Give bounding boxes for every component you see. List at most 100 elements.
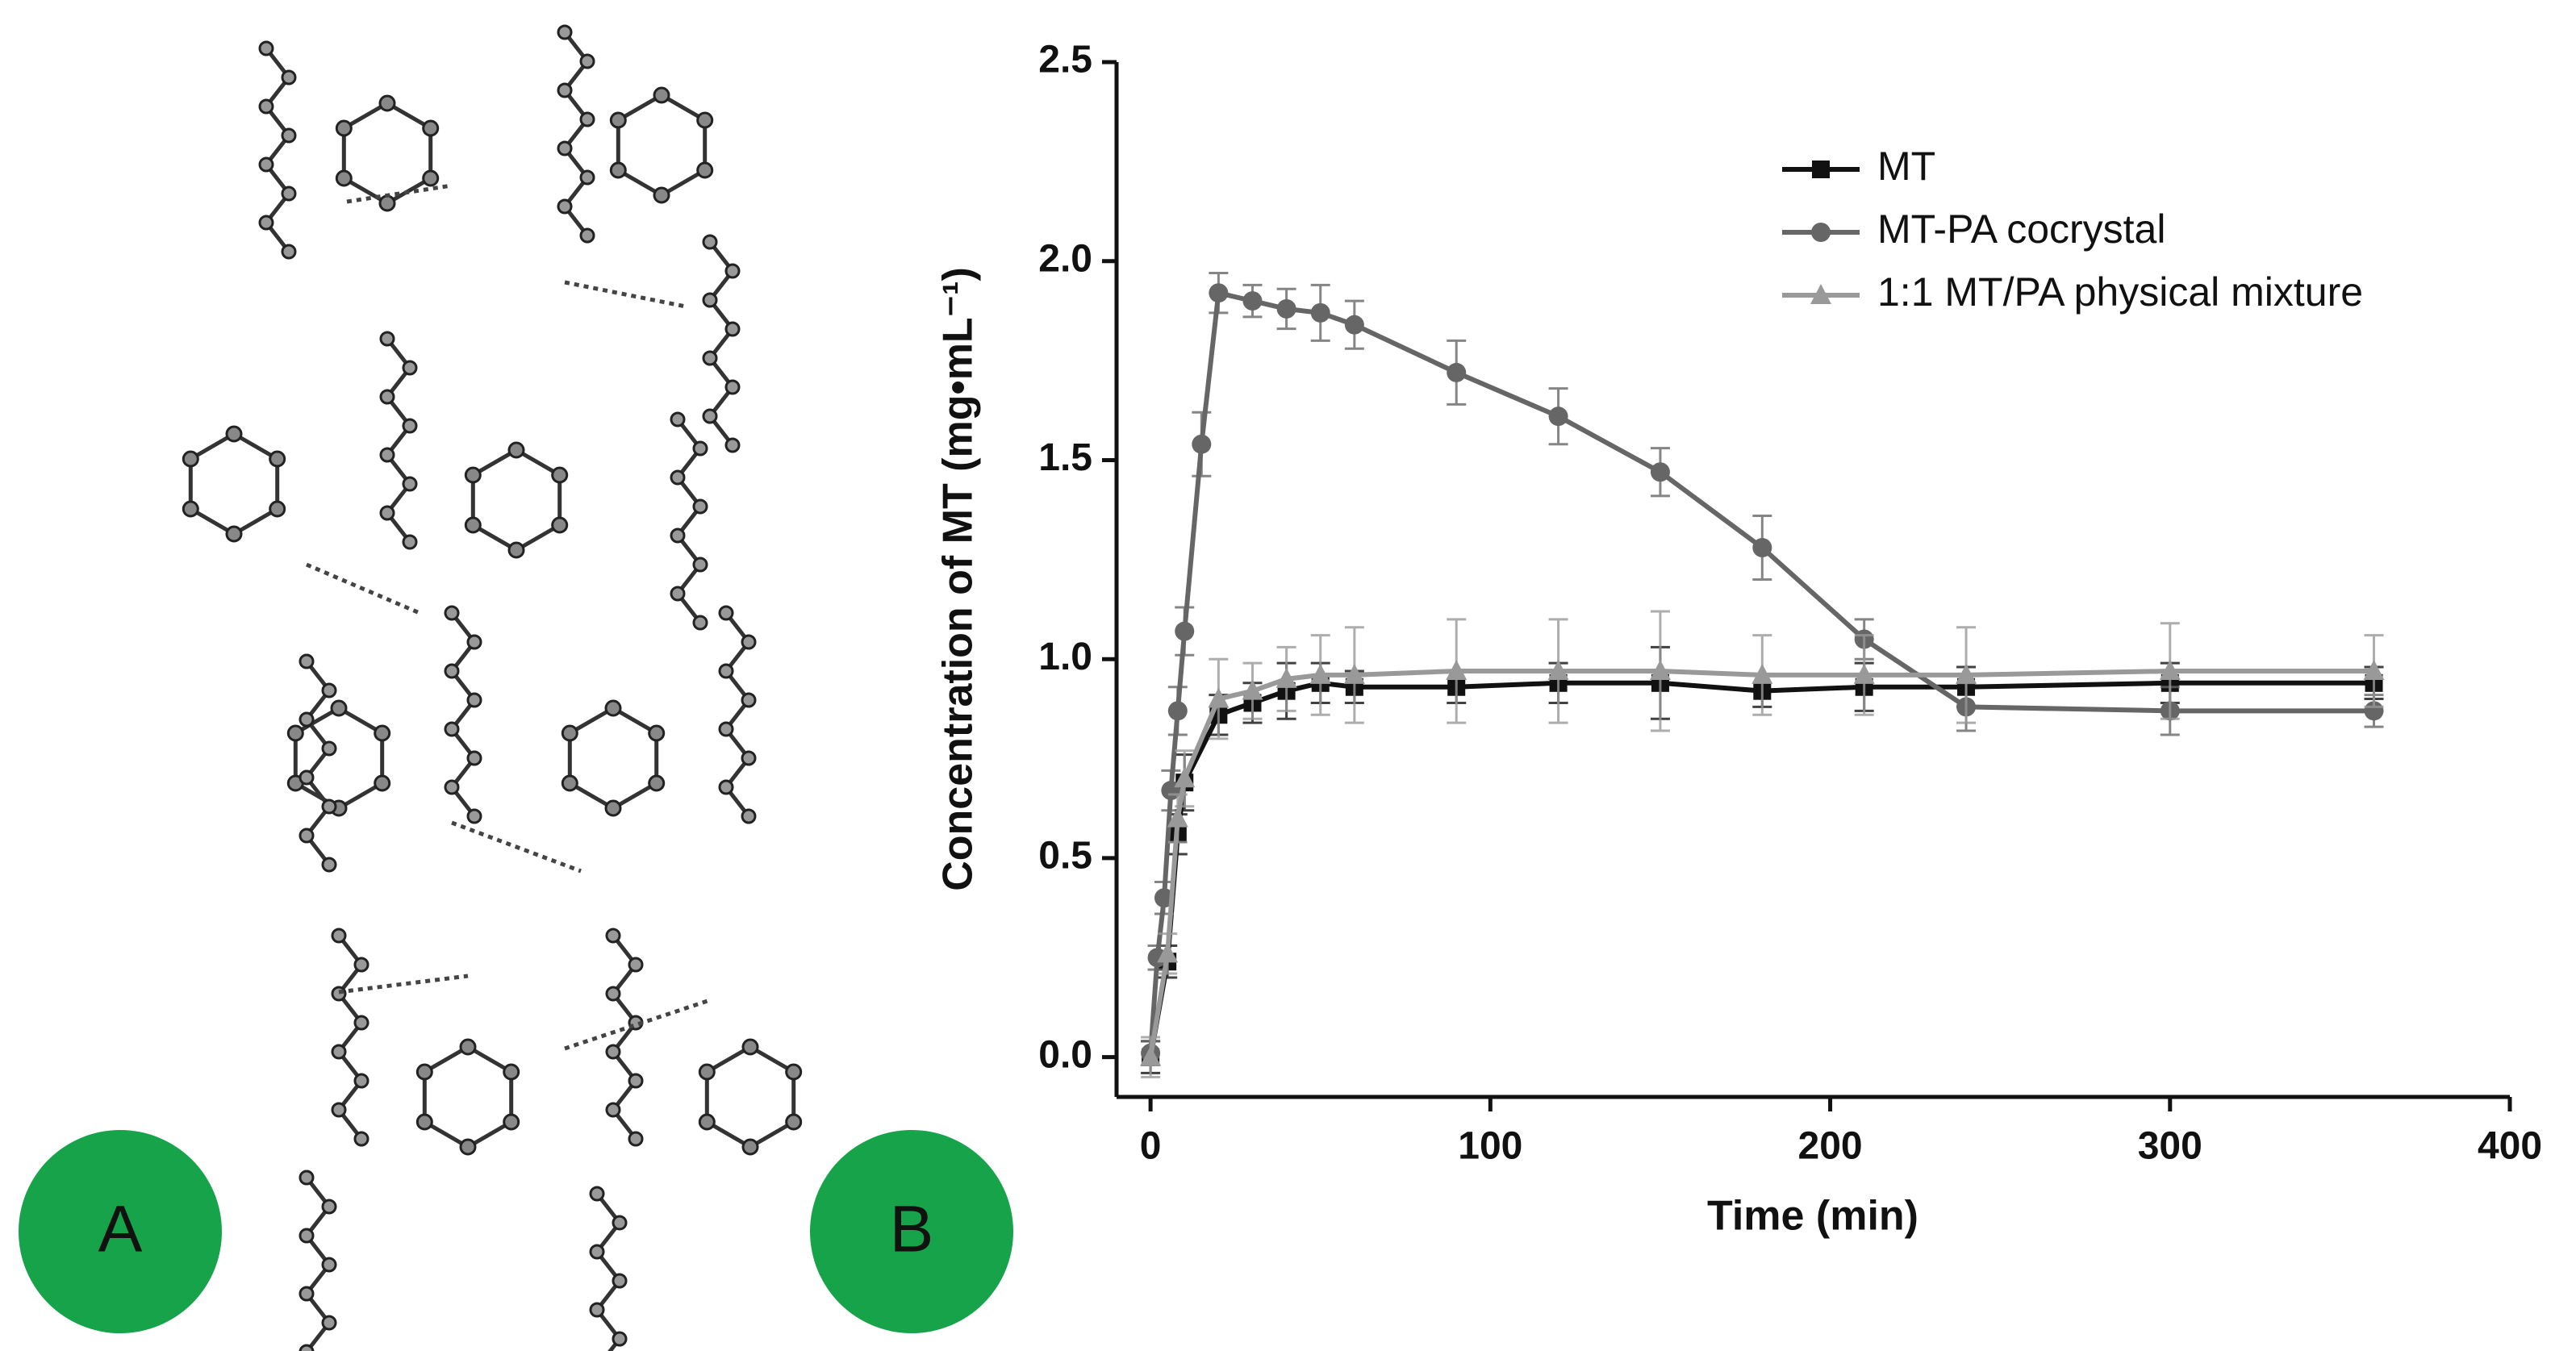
- panel-badge: [19, 1130, 222, 1333]
- atom: [379, 389, 395, 405]
- atom: [335, 169, 353, 187]
- atom: [589, 1302, 605, 1318]
- atom: [724, 379, 741, 395]
- atom: [402, 360, 418, 376]
- marker: [1343, 663, 1365, 684]
- y-tick-label: 2.0: [1038, 237, 1092, 280]
- x-tick-label: 100: [1458, 1125, 1522, 1168]
- atom: [718, 663, 734, 679]
- atom: [286, 724, 304, 742]
- marker: [1344, 315, 1364, 335]
- marker: [1167, 807, 1188, 828]
- atom: [444, 605, 460, 621]
- atom: [281, 69, 297, 85]
- legend-label: 1:1 MT/PA physical mixture: [1877, 269, 2363, 315]
- atom: [321, 857, 337, 873]
- atom: [741, 1138, 759, 1156]
- atom: [444, 663, 460, 679]
- atom: [281, 127, 297, 144]
- hydrogen-bond: [306, 562, 420, 615]
- atom: [557, 198, 573, 215]
- hydrogen-bond: [451, 820, 582, 874]
- atom: [785, 1063, 803, 1081]
- legend-label: MT: [1877, 144, 1935, 189]
- atom: [331, 1102, 347, 1118]
- atom: [281, 186, 297, 202]
- atom: [702, 234, 718, 250]
- marker: [1956, 663, 1977, 684]
- atom: [507, 541, 525, 559]
- atom: [321, 1199, 337, 1215]
- atom: [269, 500, 286, 518]
- atom: [321, 1257, 337, 1273]
- hydrogen-bond: [564, 280, 687, 309]
- atom: [258, 156, 274, 173]
- atom: [741, 1038, 759, 1056]
- atom: [605, 986, 621, 1002]
- atom: [557, 24, 573, 40]
- atom: [718, 779, 734, 795]
- atom: [379, 505, 395, 521]
- marker: [1446, 659, 1468, 680]
- x-tick-label: 200: [1798, 1125, 1863, 1168]
- molecule-ring: [616, 93, 708, 198]
- marker: [1167, 701, 1188, 721]
- panel-label: A: [98, 1193, 143, 1266]
- atom: [653, 186, 670, 204]
- atom: [670, 527, 686, 544]
- y-tick-label: 0.0: [1038, 1033, 1092, 1076]
- atom: [612, 1273, 628, 1289]
- marker: [1447, 362, 1467, 382]
- atom: [182, 500, 199, 518]
- atom: [466, 750, 482, 766]
- atom: [579, 111, 595, 127]
- y-tick-label: 0.5: [1038, 835, 1092, 878]
- marker: [1157, 942, 1179, 963]
- atom: [299, 769, 315, 786]
- marker: [1175, 621, 1195, 641]
- atom: [741, 692, 757, 708]
- atom: [459, 1138, 477, 1156]
- atom: [459, 1038, 477, 1056]
- marker: [2363, 659, 2385, 680]
- atom: [466, 634, 482, 650]
- marker: [2159, 659, 2181, 680]
- atom: [330, 699, 348, 717]
- marker: [1140, 1045, 1162, 1066]
- atom: [741, 634, 757, 650]
- x-tick-label: 300: [2138, 1125, 2202, 1168]
- molecule-ring: [422, 1045, 514, 1149]
- atom: [321, 682, 337, 698]
- atom: [422, 119, 440, 137]
- atom: [589, 1244, 605, 1260]
- atom: [579, 227, 595, 244]
- atom: [551, 466, 569, 484]
- atom: [258, 215, 274, 231]
- atom: [379, 447, 395, 463]
- atom: [604, 799, 622, 817]
- atom: [374, 774, 391, 792]
- marker: [1751, 663, 1773, 684]
- atom: [718, 721, 734, 737]
- atom: [628, 957, 644, 973]
- atom: [281, 244, 297, 260]
- atom: [692, 557, 708, 573]
- atom: [698, 1063, 716, 1081]
- marker: [1649, 659, 1671, 680]
- atom: [321, 1315, 337, 1331]
- atom: [718, 605, 734, 621]
- atom: [724, 437, 741, 453]
- atom: [579, 169, 595, 186]
- atom: [353, 1131, 369, 1147]
- atom: [182, 450, 199, 468]
- atom: [503, 1063, 520, 1081]
- marker: [1548, 407, 1568, 427]
- atom: [702, 408, 718, 424]
- atom: [692, 615, 708, 631]
- atom: [628, 1073, 644, 1089]
- atom: [609, 111, 627, 129]
- atom: [225, 525, 243, 543]
- y-tick-label: 1.5: [1038, 436, 1092, 479]
- atom: [379, 331, 395, 347]
